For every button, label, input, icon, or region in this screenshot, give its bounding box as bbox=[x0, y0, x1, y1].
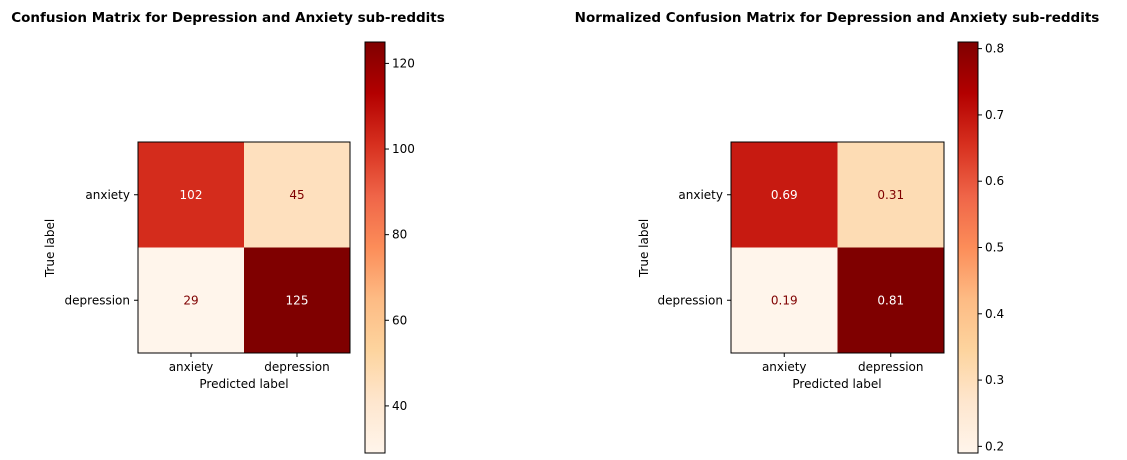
plot-frame bbox=[730, 141, 945, 354]
colorbar-tick-label: 0.5 bbox=[985, 241, 1004, 255]
y-tick-label: depression bbox=[658, 293, 723, 307]
x-tick-label: depression bbox=[264, 360, 329, 374]
colorbar-tick-label: 40 bbox=[392, 399, 407, 413]
cell-value-label: 45 bbox=[289, 188, 304, 202]
matrix-cells: 0.69 0.31 0.19 0.81 bbox=[731, 142, 944, 353]
colorbar-tick-label: 120 bbox=[392, 56, 415, 70]
colorbar: 40 60 80 100 120 bbox=[364, 41, 415, 454]
matrix-cell bbox=[837, 247, 944, 353]
x-axis-label: Predicted label bbox=[792, 377, 881, 391]
colorbar-ticks: 0.2 0.3 0.4 0.5 0.6 0.7 0.8 bbox=[978, 42, 1004, 453]
colorbar-tick-label: 80 bbox=[392, 228, 407, 242]
matrix-cell bbox=[731, 142, 838, 248]
matrix-cell bbox=[837, 142, 944, 248]
colorbar-tick-label: 0.7 bbox=[985, 108, 1004, 122]
colorbar-ticks: 40 60 80 100 120 bbox=[385, 56, 415, 413]
y-tick-labels: anxiety depression bbox=[65, 188, 138, 307]
plot-frame bbox=[137, 141, 351, 354]
confusion-matrix-chart: Confusion Matrix for Depression and Anxi… bbox=[11, 10, 445, 454]
cell-value-label: 29 bbox=[183, 293, 198, 307]
chart-title: Confusion Matrix for Depression and Anxi… bbox=[11, 10, 445, 26]
matrix-cells: 102 45 29 125 bbox=[138, 142, 350, 353]
colorbar-tick-label: 60 bbox=[392, 313, 407, 327]
x-tick-label: depression bbox=[858, 360, 923, 374]
cell-value-label: 0.81 bbox=[877, 293, 904, 307]
y-tick-labels: anxiety depression bbox=[658, 188, 731, 307]
cell-value-label: 0.69 bbox=[771, 188, 798, 202]
x-tick-labels: anxiety depression bbox=[762, 353, 923, 374]
matrix-cell bbox=[138, 142, 244, 248]
colorbar-tick-label: 0.2 bbox=[985, 439, 1004, 453]
cell-value-label: 0.19 bbox=[771, 293, 798, 307]
x-tick-label: anxiety bbox=[169, 360, 214, 374]
y-tick-label: anxiety bbox=[678, 188, 723, 202]
y-axis-label: True label bbox=[43, 219, 57, 278]
colorbar-gradient bbox=[364, 41, 386, 454]
colorbar-tick-label: 0.8 bbox=[985, 42, 1004, 56]
chart-title: Normalized Confusion Matrix for Depressi… bbox=[575, 10, 1100, 26]
y-tick-label: depression bbox=[65, 293, 130, 307]
colorbar: 0.2 0.3 0.4 0.5 0.6 0.7 0.8 bbox=[957, 41, 1004, 454]
matrix-cell bbox=[731, 247, 838, 353]
x-tick-label: anxiety bbox=[762, 360, 807, 374]
x-axis-label: Predicted label bbox=[199, 377, 288, 391]
matrix-cell bbox=[244, 247, 350, 353]
cell-value-label: 102 bbox=[180, 188, 203, 202]
colorbar-gradient bbox=[957, 41, 979, 454]
y-axis-label: True label bbox=[637, 219, 651, 278]
colorbar-tick-label: 0.6 bbox=[985, 174, 1004, 188]
normalized-confusion-matrix-chart: Normalized Confusion Matrix for Depressi… bbox=[575, 10, 1100, 454]
matrix-cell bbox=[138, 247, 244, 353]
y-tick-label: anxiety bbox=[85, 188, 130, 202]
colorbar-tick-label: 0.3 bbox=[985, 373, 1004, 387]
x-tick-labels: anxiety depression bbox=[169, 353, 330, 374]
colorbar-tick-label: 100 bbox=[392, 142, 415, 156]
cell-value-label: 125 bbox=[286, 293, 309, 307]
cell-value-label: 0.31 bbox=[877, 188, 904, 202]
matrix-cell bbox=[244, 142, 350, 248]
colorbar-tick-label: 0.4 bbox=[985, 307, 1004, 321]
